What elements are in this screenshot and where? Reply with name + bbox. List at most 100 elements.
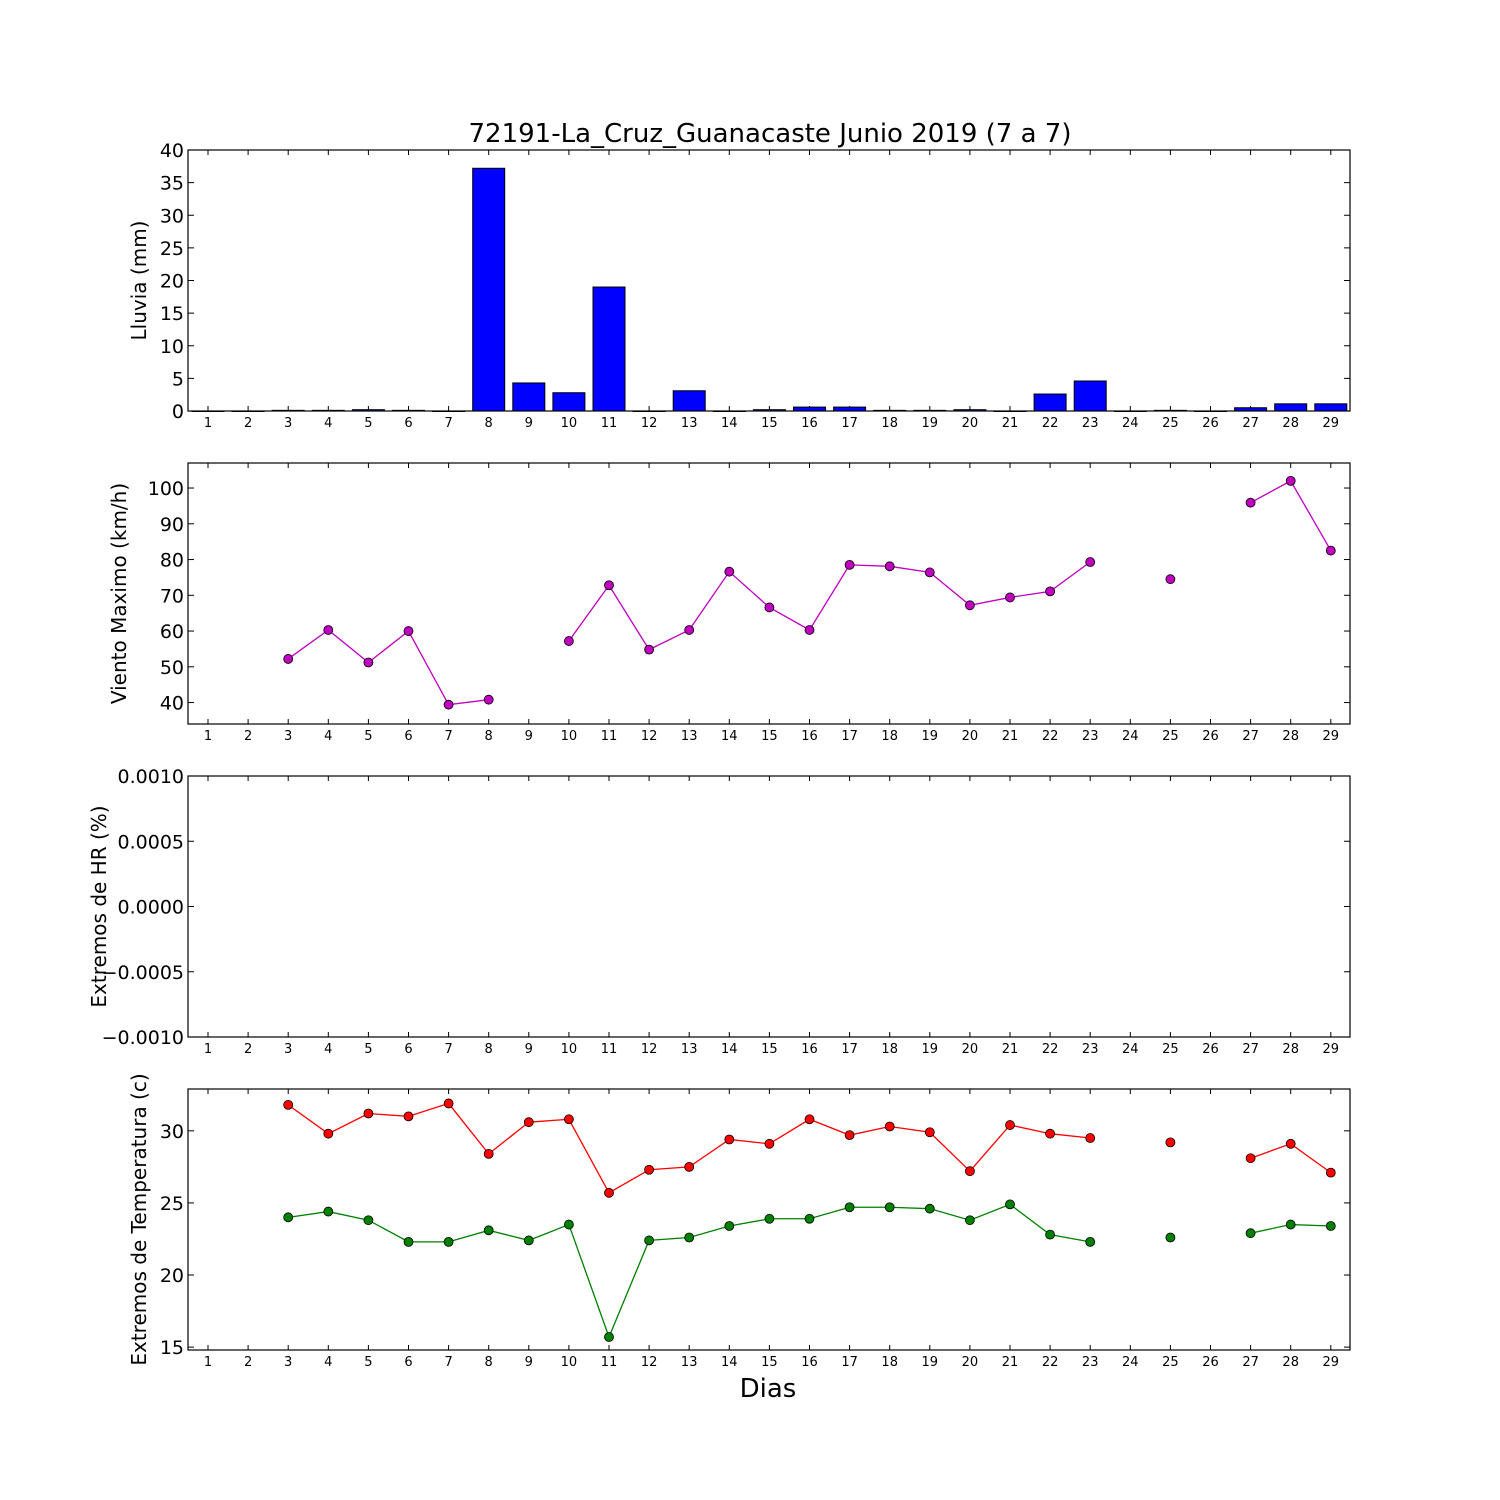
x-tick-label: 22 <box>1042 1042 1059 1057</box>
x-tick-label: 20 <box>962 1042 979 1057</box>
data-point <box>1325 545 1336 556</box>
min-data-point <box>804 1213 815 1224</box>
x-tick-label: 16 <box>801 416 818 431</box>
x-tick-label: 4 <box>324 1355 332 1370</box>
max-data-point <box>1325 1167 1336 1178</box>
x-tick-label: 4 <box>324 416 332 431</box>
series-line <box>1250 480 1332 551</box>
x-tick-label: 17 <box>841 416 858 431</box>
x-tick-label: 27 <box>1242 729 1259 744</box>
y-tick-label: 25 <box>160 1193 184 1215</box>
x-tick-label: 26 <box>1202 1042 1219 1057</box>
y-axis-label: Extremos de Temperatura (c) <box>127 1073 151 1365</box>
max-data-point <box>684 1161 695 1172</box>
x-tick-label: 5 <box>364 1042 372 1057</box>
x-axis-label: Dias <box>740 1374 797 1404</box>
min-data-point <box>965 1215 975 1226</box>
x-tick-label: 14 <box>721 416 738 431</box>
y-tick-label: −0.0010 <box>102 1027 184 1049</box>
x-tick-label: 1 <box>204 1355 212 1370</box>
x-tick-label: 9 <box>525 1042 533 1057</box>
x-tick-label: 16 <box>801 1355 818 1370</box>
data-point <box>403 626 414 636</box>
y-tick-label: 5 <box>172 368 184 390</box>
x-tick-label: 19 <box>922 1355 939 1370</box>
x-tick-label: 16 <box>801 729 818 744</box>
data-point <box>1005 592 1015 603</box>
x-tick-label: 27 <box>1242 416 1259 431</box>
data-point <box>443 699 454 710</box>
x-tick-label: 17 <box>841 1355 858 1370</box>
x-tick-label: 7 <box>444 416 452 431</box>
x-tick-label: 26 <box>1202 1355 1219 1370</box>
x-tick-label: 6 <box>404 1042 412 1057</box>
x-tick-label: 21 <box>1002 729 1019 744</box>
x-tick-label: 8 <box>485 729 493 744</box>
y-tick-label: 80 <box>160 550 184 572</box>
data-point <box>764 602 775 613</box>
min-data-point <box>403 1236 414 1247</box>
plot-frame <box>187 462 1351 725</box>
data-point <box>1285 475 1296 486</box>
x-tick-label: 18 <box>881 416 898 431</box>
y-tick-label: 25 <box>160 238 184 260</box>
x-tick-label: 19 <box>922 729 939 744</box>
x-tick-label: 26 <box>1202 729 1219 744</box>
x-tick-label: 24 <box>1122 1042 1139 1057</box>
min-data-point <box>523 1235 534 1246</box>
data-point <box>564 636 574 646</box>
x-tick-label: 3 <box>284 1042 292 1057</box>
x-tick-label: 6 <box>404 416 412 431</box>
min-data-point <box>724 1221 735 1231</box>
data-point <box>644 644 654 655</box>
x-tick-label: 24 <box>1122 729 1139 744</box>
x-tick-label: 5 <box>364 1355 372 1370</box>
y-tick-label: 15 <box>160 303 184 325</box>
y-axis-label: Lluvia (mm) <box>127 221 151 341</box>
max-data-point <box>884 1121 895 1132</box>
x-tick-label: 8 <box>485 416 493 431</box>
x-tick-label: 20 <box>962 416 979 431</box>
x-tick-label: 15 <box>761 729 778 744</box>
x-tick-label: 8 <box>485 1355 493 1370</box>
x-tick-label: 19 <box>922 1042 939 1057</box>
x-tick-label: 11 <box>601 1355 618 1370</box>
plot-frame <box>187 149 1351 412</box>
rain-bar <box>1073 380 1107 412</box>
x-tick-label: 15 <box>761 416 778 431</box>
data-point <box>884 561 895 572</box>
min-data-point <box>684 1232 695 1243</box>
plot-frame <box>187 775 1351 1038</box>
x-tick-label: 13 <box>681 416 698 431</box>
series-line <box>287 629 489 706</box>
max-data-point <box>1245 1153 1256 1164</box>
x-tick-label: 18 <box>881 1355 898 1370</box>
min-data-point <box>283 1212 294 1223</box>
x-tick-label: 8 <box>485 1042 493 1057</box>
y-axis-label: Extremos de HR (%) <box>87 805 111 1007</box>
x-tick-label: 25 <box>1162 729 1179 744</box>
data-point <box>283 654 294 664</box>
x-tick-label: 1 <box>204 416 212 431</box>
x-tick-label: 9 <box>525 416 533 431</box>
max-data-point <box>443 1098 454 1109</box>
x-tick-label: 28 <box>1282 729 1299 744</box>
x-tick-label: 25 <box>1162 1042 1179 1057</box>
max-data-point <box>1045 1128 1055 1139</box>
y-tick-label: 0 <box>172 401 184 423</box>
x-tick-label: 17 <box>841 1042 858 1057</box>
figure-title: 72191-La_Cruz_Guanacaste Junio 2019 (7 a… <box>469 119 1072 149</box>
x-tick-label: 1 <box>204 1042 212 1057</box>
x-tick-label: 5 <box>364 729 372 744</box>
x-tick-label: 2 <box>244 1355 252 1370</box>
x-tick-label: 12 <box>641 729 658 744</box>
y-tick-label: 30 <box>160 1121 184 1143</box>
plot-frame <box>187 1088 1351 1351</box>
x-tick-label: 11 <box>601 729 618 744</box>
min-data-point <box>1165 1232 1176 1243</box>
y-tick-label: 90 <box>160 514 184 536</box>
max-data-point <box>764 1138 775 1149</box>
x-tick-label: 23 <box>1082 1042 1099 1057</box>
max-data-point <box>724 1134 735 1145</box>
